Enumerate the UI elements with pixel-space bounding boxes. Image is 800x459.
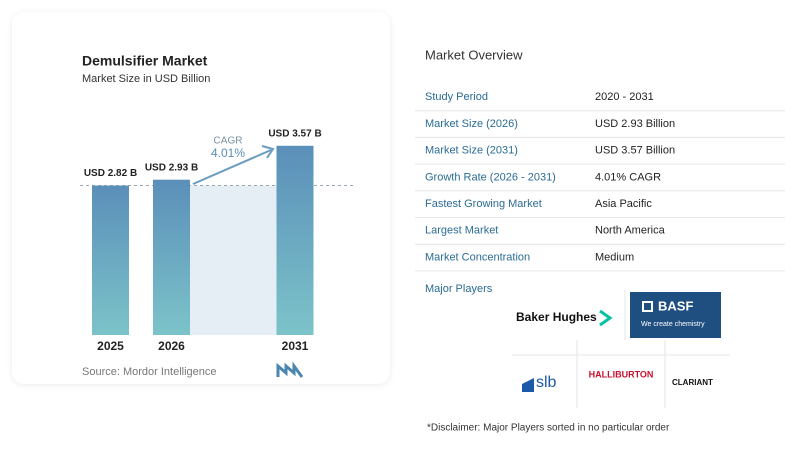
overview-title: Market Overview — [425, 47, 523, 62]
cagr-value: 4.01% — [211, 146, 245, 160]
source-logo — [276, 361, 304, 378]
row-value: USD 3.57 Billion — [595, 145, 675, 157]
source: Source: Mordor Intelligence — [82, 366, 217, 378]
row-value: USD 2.93 Billion — [595, 118, 675, 130]
row-label: Market Size (2026) — [425, 118, 518, 130]
cagr-region — [190, 185, 277, 335]
value-label: USD 2.93 B — [145, 162, 198, 173]
cagr-arrowhead — [261, 145, 275, 159]
bar — [92, 185, 129, 335]
row-label: Fastest Growing Market — [425, 198, 542, 210]
cagr-label: CAGR — [214, 136, 243, 147]
chart-title: Demulsifier Market — [82, 53, 208, 69]
bar — [153, 179, 190, 335]
player-logo: CLARIANT — [672, 378, 713, 387]
value-label: USD 3.57 B — [268, 128, 321, 139]
row-label: Largest Market — [425, 225, 498, 237]
baker-icon — [599, 309, 613, 327]
players-title: Major Players — [425, 283, 493, 295]
chart-subtitle: Market Size in USD Billion — [82, 73, 210, 85]
row-label: Market Size (2031) — [425, 145, 518, 157]
cagr-arrow — [192, 149, 272, 185]
player-tagline: We create chemistry — [641, 321, 705, 328]
x-tick-label: 2025 — [97, 339, 124, 353]
value-label: USD 2.82 B — [84, 168, 137, 179]
row-value: Medium — [595, 251, 634, 263]
x-tick-label: 2026 — [158, 339, 185, 353]
row-label: Market Concentration — [425, 251, 530, 263]
basf-square — [642, 301, 653, 312]
player-logo: BASF — [658, 298, 693, 313]
player-logo: Baker Hughes — [516, 310, 597, 324]
slb-icon — [522, 378, 534, 392]
row-label: Study Period — [425, 91, 488, 103]
x-tick-label: 2031 — [282, 339, 309, 353]
row-value: 4.01% CAGR — [595, 171, 661, 183]
disclaimer: *Disclaimer: Major Players sorted in no … — [427, 423, 670, 434]
bar — [276, 145, 314, 335]
row-value: 2020 - 2031 — [595, 91, 654, 103]
player-logo: HALLIBURTON — [589, 369, 654, 379]
player-logo: slb — [536, 374, 557, 391]
row-value: North America — [595, 225, 666, 237]
basf-box — [630, 292, 721, 338]
row-value: Asia Pacific — [595, 198, 652, 210]
row-label: Growth Rate (2026 - 2031) — [425, 171, 556, 183]
